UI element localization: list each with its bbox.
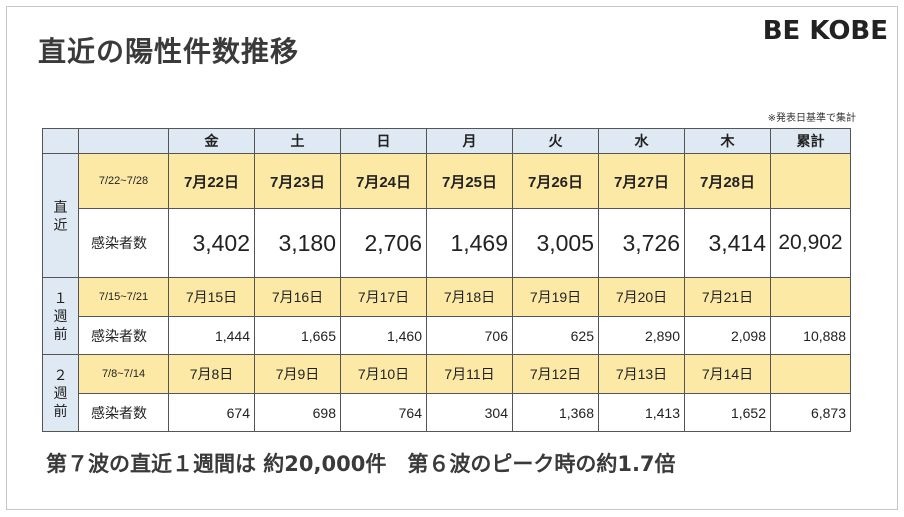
- aggregation-note: ※発表日基準で集計: [767, 113, 856, 124]
- case-count-cell: 2,098: [684, 316, 771, 355]
- period-label: 直 近: [42, 153, 79, 278]
- date-cell: 7月13日: [598, 354, 685, 394]
- total-count-cell: 10,888: [770, 316, 851, 355]
- date-range: 7/22~7/28: [78, 153, 169, 209]
- case-count-row: 感染者数 3,402 3,180 2,706 1,469 3,005 3,726 3,414 2…: [43, 208, 851, 278]
- date-cell: 7月28日: [684, 153, 771, 209]
- cases-table: 金 土 日 月 火 水 木 累計 直 近 7/22~7/28 7月22日 7月23日 7…: [42, 128, 851, 432]
- date-cell: 7月16日: [254, 277, 341, 317]
- case-count-cell: 764: [340, 393, 427, 432]
- metric-label: 感染者数: [78, 393, 169, 432]
- date-cell: 7月18日: [426, 277, 513, 317]
- total-count-cell: 6,873: [770, 393, 851, 432]
- metric-label: 感染者数: [78, 316, 169, 355]
- weekday-header: 月: [426, 128, 513, 154]
- case-count-cell: 698: [254, 393, 341, 432]
- date-cell: 7月14日: [684, 354, 771, 394]
- date-cell: 7月19日: [512, 277, 599, 317]
- total-date-cell: [770, 277, 851, 317]
- case-count-cell: 1,460: [340, 316, 427, 355]
- case-count-cell: 3,402: [168, 208, 255, 278]
- date-cell: 7月8日: [168, 354, 255, 394]
- case-count-cell: 1,413: [598, 393, 685, 432]
- date-range: 7/15~7/21: [78, 277, 169, 317]
- case-count-cell: 304: [426, 393, 513, 432]
- date-cell: 7月26日: [512, 153, 599, 209]
- date-cell: 7月21日: [684, 277, 771, 317]
- case-count-cell: 1,665: [254, 316, 341, 355]
- period-label: ２ 週 前: [42, 354, 79, 432]
- weekday-header: 火: [512, 128, 599, 154]
- case-count-cell: 3,726: [598, 208, 685, 278]
- weekday-header: 日: [340, 128, 427, 154]
- case-count-cell: 625: [512, 316, 599, 355]
- date-cell: 7月23日: [254, 153, 341, 209]
- date-cell: 7月15日: [168, 277, 255, 317]
- case-count-cell: 706: [426, 316, 513, 355]
- date-cell: 7月11日: [426, 354, 513, 394]
- total-header: 累計: [770, 128, 851, 154]
- weekday-header: 木: [684, 128, 771, 154]
- date-cell: 7月10日: [340, 354, 427, 394]
- case-count-cell: 1,368: [512, 393, 599, 432]
- date-cell: 7月24日: [340, 153, 427, 209]
- brand-logo: BE KOBE: [762, 16, 888, 46]
- weekday-header: 土: [254, 128, 341, 154]
- page-title: 直近の陽性件数推移: [38, 35, 300, 68]
- period-date-row: ２ 週 前 7/8~7/14 7月8日 7月9日 7月10日 7月11日 7月12日 7月13…: [42, 354, 851, 432]
- case-count-cell: 3,414: [684, 208, 771, 278]
- date-cell: 7月9日: [254, 354, 341, 394]
- case-count-cell: 2,890: [598, 316, 685, 355]
- case-count-cell: 1,444: [168, 316, 255, 355]
- case-count-row: 感染者数 674 698 764 304 1,368 1,413 1,652 6,873: [43, 393, 851, 432]
- case-count-cell: 1,469: [426, 208, 513, 278]
- table-header-row: 金 土 日 月 火 水 木 累計: [42, 128, 851, 154]
- period-date-row: 直 近 7/22~7/28 7月22日 7月23日 7月24日 7月25日 7月26日 7月2…: [42, 153, 851, 278]
- date-range: 7/8~7/14: [78, 354, 169, 394]
- summary-text: 第７波の直近１週間は 約20,000件 第６波のピーク時の約1.7倍: [46, 452, 676, 476]
- total-date-cell: [770, 153, 851, 209]
- weekday-header: 金: [168, 128, 255, 154]
- case-count-cell: 2,706: [340, 208, 427, 278]
- date-cell: 7月27日: [598, 153, 685, 209]
- date-cell: 7月12日: [512, 354, 599, 394]
- date-cell: 7月22日: [168, 153, 255, 209]
- case-count-cell: 1,652: [684, 393, 771, 432]
- case-count-row: 感染者数 1,444 1,665 1,460 706 625 2,890 2,098 10,88…: [43, 316, 851, 355]
- date-cell: 7月17日: [340, 277, 427, 317]
- case-count-cell: 3,005: [512, 208, 599, 278]
- period-label: １ 週 前: [42, 277, 79, 355]
- corner-cell: [42, 128, 79, 154]
- case-count-cell: 3,180: [254, 208, 341, 278]
- metric-label: 感染者数: [78, 208, 169, 278]
- period-date-row: １ 週 前 7/15~7/21 7月15日 7月16日 7月17日 7月18日 7月19日 7…: [42, 277, 851, 355]
- total-date-cell: [770, 354, 851, 394]
- case-count-cell: 674: [168, 393, 255, 432]
- corner-cell: [78, 128, 169, 154]
- date-cell: 7月25日: [426, 153, 513, 209]
- date-cell: 7月20日: [598, 277, 685, 317]
- total-count-cell: 20,902: [770, 208, 851, 278]
- weekday-header: 水: [598, 128, 685, 154]
